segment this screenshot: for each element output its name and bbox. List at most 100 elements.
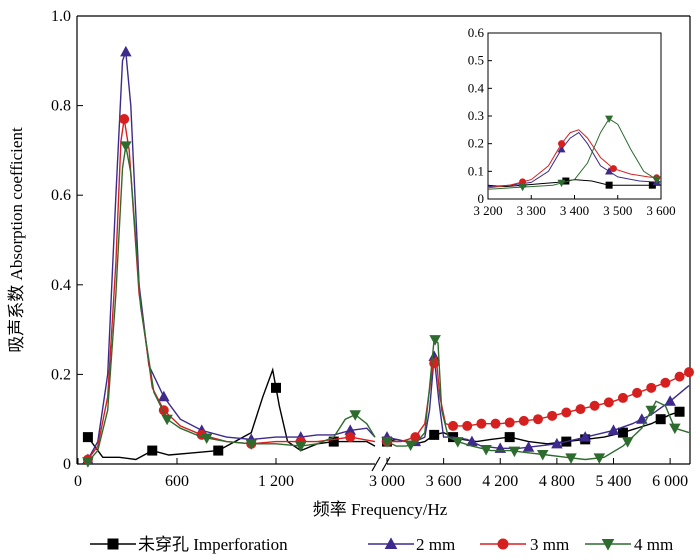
inset-y-tick-label: 0.4 xyxy=(468,80,485,95)
data-point xyxy=(410,432,421,443)
data-point xyxy=(429,358,440,369)
data-point xyxy=(674,406,685,417)
inset-data-point xyxy=(605,167,614,175)
data-point xyxy=(684,367,694,378)
data-point xyxy=(344,424,356,435)
series-line xyxy=(87,118,376,460)
x-tick-label: 4 800 xyxy=(539,473,575,490)
data-point xyxy=(593,453,606,464)
inset-chart: 0 0.1 0.2 0.3 0.4 0.5 0.6 3 200 3 300 3 400 3 500 3… xyxy=(468,25,676,218)
inset-data-point xyxy=(648,181,656,189)
inset-series-4 xyxy=(487,115,662,192)
inset-x-tick-label: 3 400 xyxy=(560,203,589,218)
data-point xyxy=(504,417,515,428)
data-point xyxy=(655,414,666,425)
data-point xyxy=(645,405,657,417)
inset-data-point xyxy=(652,176,661,184)
series-line xyxy=(386,336,690,461)
data-point xyxy=(536,449,549,461)
data-point xyxy=(462,420,473,431)
inset-y-tick-label: 0.2 xyxy=(468,136,484,151)
data-point xyxy=(295,441,307,453)
data-point xyxy=(508,446,521,458)
y-tick-label: 0.6 xyxy=(51,187,71,204)
legend-marker xyxy=(384,537,398,549)
data-point xyxy=(660,377,671,388)
legend-item-1: 未穿孔 Imperforation xyxy=(90,535,288,554)
data-point xyxy=(646,382,657,393)
x-tick-label: 5 400 xyxy=(596,473,632,490)
legend-marker xyxy=(601,539,615,551)
y-tick-label: 0.2 xyxy=(51,366,71,383)
inset-data-point xyxy=(605,115,614,123)
data-point xyxy=(404,440,417,451)
series-1 xyxy=(82,367,685,461)
data-point xyxy=(466,435,478,447)
data-point xyxy=(669,423,681,435)
data-point xyxy=(518,415,529,426)
data-point xyxy=(476,418,487,429)
series-3 xyxy=(82,114,694,465)
data-point xyxy=(504,432,515,443)
data-point xyxy=(617,392,628,403)
data-point xyxy=(429,429,440,440)
inset-y-tick-label: 0.5 xyxy=(468,53,484,68)
data-point xyxy=(381,437,393,448)
x-axis-label: 频率 Frequency/Hz xyxy=(313,500,448,519)
legend-item-4: 4 mm xyxy=(585,535,673,554)
y-axis-label: 吸声系数 Absorption coefficient xyxy=(7,127,26,353)
data-point xyxy=(271,382,281,393)
series-2 xyxy=(82,45,690,465)
inset-data-point xyxy=(557,179,566,188)
x-tick-label: 600 xyxy=(165,473,189,490)
data-point xyxy=(82,432,93,443)
x-tick-label: 6 000 xyxy=(652,473,688,490)
x-tick-label: 3 000 xyxy=(369,473,405,490)
data-point xyxy=(345,432,356,443)
data-point xyxy=(533,414,543,425)
inset-series-line xyxy=(487,118,662,190)
data-point xyxy=(147,445,158,456)
legend-label: 4 mm xyxy=(634,535,673,554)
legend-label: 3 mm xyxy=(530,535,569,554)
legend-label: 未穿孔 Imperforation xyxy=(138,535,288,554)
data-point xyxy=(213,445,224,456)
x-tick-label: 4 200 xyxy=(482,473,518,490)
x-tick-label: 3 600 xyxy=(426,473,462,490)
data-point xyxy=(161,414,173,426)
data-point xyxy=(119,114,130,125)
legend-item-2: 2 mm xyxy=(368,535,455,554)
data-point xyxy=(636,413,648,424)
data-point xyxy=(120,45,132,57)
y-tick-label: 0 xyxy=(63,456,71,473)
legend-marker xyxy=(107,538,119,550)
data-point xyxy=(245,439,257,450)
data-point xyxy=(158,390,170,402)
y-tick-label: 1.0 xyxy=(51,8,71,25)
x-tick-label: 0 xyxy=(74,473,82,490)
series-line xyxy=(87,51,376,460)
data-point xyxy=(349,410,361,421)
inset-series-line xyxy=(487,131,662,188)
inset-data-point xyxy=(557,145,566,153)
data-point xyxy=(621,437,634,448)
inset-y-tick-label: 0.3 xyxy=(468,108,484,123)
data-point xyxy=(120,141,132,152)
data-point xyxy=(579,431,591,442)
data-point xyxy=(452,437,464,448)
data-point xyxy=(328,436,339,447)
data-point xyxy=(674,371,685,382)
inset-x-tick-label: 3 500 xyxy=(603,203,632,218)
data-point xyxy=(448,420,459,431)
data-point xyxy=(490,418,501,429)
inset-y-tick-label: 0.6 xyxy=(468,25,485,40)
data-point xyxy=(617,427,628,438)
data-point xyxy=(561,407,572,418)
series-line xyxy=(87,145,376,463)
data-point xyxy=(575,404,586,415)
legend-label: 2 mm xyxy=(416,535,455,554)
legend: 未穿孔 Imperforation 2 mm 3 mm 4 mm xyxy=(90,535,673,554)
inset-y-tick-label: 0 xyxy=(478,191,485,206)
data-point xyxy=(632,387,643,398)
